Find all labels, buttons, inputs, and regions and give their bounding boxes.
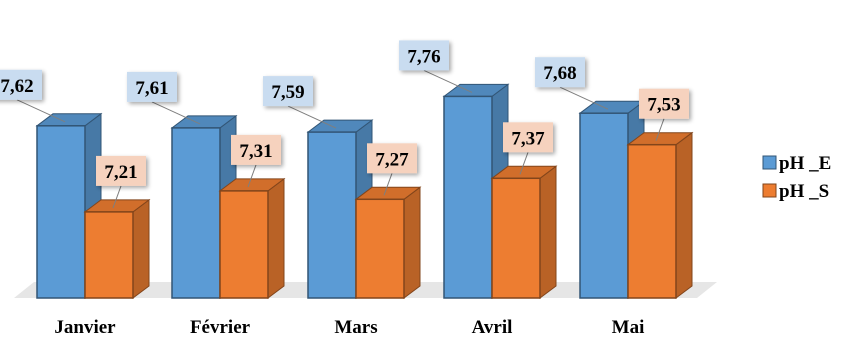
data-label-ph-e-février: 7,61: [127, 71, 201, 125]
legend-item-ph-e: pH _E: [762, 153, 831, 174]
bar-ph-s-mai: [626, 131, 694, 299]
bar-ph-s-janvier: [83, 198, 151, 299]
data-label-text: 7,68: [543, 63, 576, 84]
data-label-text: 7,27: [375, 149, 409, 170]
data-label-ph-e-janvier: 7,62: [0, 69, 66, 123]
category-label-avril: Avril: [472, 317, 513, 338]
category-label-février: Février: [190, 317, 251, 338]
data-label-text: 7,62: [0, 76, 33, 97]
data-labels-group: 7,62 7,21 7,61 7,31 7,59 7,27 7,76 7,37 7,68 7,53: [0, 40, 689, 209]
data-label-ph-s-mai: 7,53: [639, 88, 689, 141]
legend-label: pH _S: [779, 181, 829, 202]
data-label-text: 7,61: [135, 78, 168, 99]
bars-group: [35, 83, 694, 299]
bar-ph-s-mars: [354, 186, 422, 299]
data-label-text: 7,59: [271, 82, 304, 103]
data-label-ph-s-mars: 7,27: [367, 143, 417, 196]
data-label-ph-s-avril: 7,37: [503, 122, 553, 175]
legend: pH _E pH _S: [762, 153, 831, 202]
category-label-mars: Mars: [334, 317, 377, 338]
data-label-ph-e-mai: 7,68: [535, 57, 609, 110]
data-label-ph-s-février: 7,31: [231, 134, 281, 188]
bar-ph-s-février: [218, 177, 286, 299]
category-label-mai: Mai: [612, 317, 645, 338]
legend-swatch: [762, 183, 777, 198]
data-label-text: 7,53: [647, 95, 680, 116]
legend-swatch: [762, 155, 777, 170]
data-label-ph-e-mars: 7,59: [263, 76, 337, 129]
data-label-text: 7,76: [407, 46, 440, 67]
category-label-janvier: Janvier: [54, 317, 116, 338]
legend-item-ph-s: pH _S: [762, 181, 829, 202]
bar-ph-s-avril: [490, 165, 558, 299]
data-label-text: 7,37: [511, 128, 545, 149]
data-label-ph-s-janvier: 7,21: [96, 155, 146, 209]
data-label-ph-e-avril: 7,76: [399, 40, 473, 93]
data-label-text: 7,21: [104, 162, 137, 183]
legend-label: pH _E: [779, 153, 831, 174]
data-label-text: 7,31: [239, 141, 272, 162]
category-axis: Janvier Février Mars Avril Mai: [54, 317, 644, 338]
